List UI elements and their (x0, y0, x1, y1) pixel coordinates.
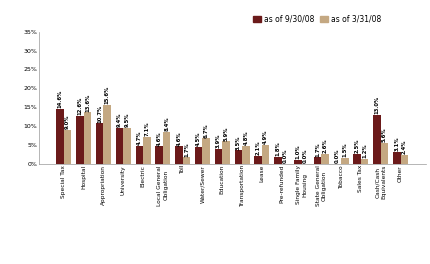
Text: 5.6%: 5.6% (382, 127, 387, 142)
Bar (163, 132, 170, 164)
Bar (143, 137, 150, 164)
Bar (294, 160, 301, 164)
Text: 4.9%: 4.9% (263, 130, 268, 144)
Bar (96, 123, 104, 164)
Text: 1.7%: 1.7% (184, 142, 189, 157)
Bar (222, 142, 230, 164)
Text: 1.2%: 1.2% (362, 144, 367, 158)
Bar (203, 138, 210, 164)
Text: 0.0%: 0.0% (335, 148, 340, 163)
Bar (314, 157, 321, 164)
Text: 2.1%: 2.1% (256, 140, 261, 155)
Bar (123, 128, 131, 164)
Bar (353, 154, 361, 164)
Text: 3.5%: 3.5% (236, 135, 241, 150)
Text: 2.5%: 2.5% (355, 139, 360, 153)
Bar (341, 158, 349, 164)
Bar (361, 159, 369, 164)
Bar (401, 155, 408, 164)
Text: 10.7%: 10.7% (97, 104, 102, 122)
Text: 2.6%: 2.6% (322, 139, 328, 153)
Text: 8.4%: 8.4% (164, 117, 169, 131)
Text: 1.5%: 1.5% (342, 143, 347, 157)
Bar (321, 154, 329, 164)
Text: 6.7%: 6.7% (204, 123, 209, 138)
Text: 0.0%: 0.0% (283, 148, 288, 163)
Bar (262, 145, 270, 164)
Bar (175, 146, 183, 164)
Text: 4.6%: 4.6% (157, 131, 162, 145)
Text: 0.0%: 0.0% (303, 148, 308, 163)
Text: 5.9%: 5.9% (224, 126, 229, 141)
Bar (215, 149, 222, 164)
Bar (83, 112, 91, 164)
Text: 4.6%: 4.6% (176, 131, 181, 145)
Text: 14.6%: 14.6% (58, 89, 62, 108)
Text: 9.5%: 9.5% (125, 113, 129, 127)
Text: 9.0%: 9.0% (65, 115, 70, 129)
Bar (274, 157, 282, 164)
Legend: as of 9/30/08, as of 3/31/08: as of 9/30/08, as of 3/31/08 (250, 12, 384, 27)
Text: 12.6%: 12.6% (77, 97, 83, 115)
Bar (393, 152, 401, 164)
Bar (76, 116, 83, 164)
Bar (255, 156, 262, 164)
Bar (104, 105, 111, 164)
Text: 4.8%: 4.8% (243, 130, 249, 145)
Text: 9.4%: 9.4% (117, 113, 122, 128)
Bar (235, 150, 242, 164)
Text: 3.9%: 3.9% (216, 134, 221, 148)
Bar (381, 143, 388, 164)
Text: 1.0%: 1.0% (295, 144, 300, 159)
Bar (135, 146, 143, 164)
Text: 2.4%: 2.4% (402, 139, 407, 154)
Bar (195, 147, 203, 164)
Bar (155, 146, 163, 164)
Text: 4.7%: 4.7% (137, 131, 142, 145)
Text: 3.1%: 3.1% (394, 136, 399, 151)
Text: 15.6%: 15.6% (104, 86, 110, 104)
Text: 1.7%: 1.7% (315, 142, 320, 157)
Text: 1.8%: 1.8% (276, 142, 280, 156)
Text: 13.0%: 13.0% (375, 96, 380, 114)
Bar (116, 128, 123, 164)
Text: 4.5%: 4.5% (196, 131, 201, 146)
Bar (56, 109, 64, 164)
Bar (183, 157, 190, 164)
Text: 13.6%: 13.6% (85, 93, 90, 112)
Bar (242, 145, 250, 164)
Text: 7.1%: 7.1% (144, 121, 149, 136)
Bar (64, 130, 71, 164)
Bar (373, 115, 381, 164)
